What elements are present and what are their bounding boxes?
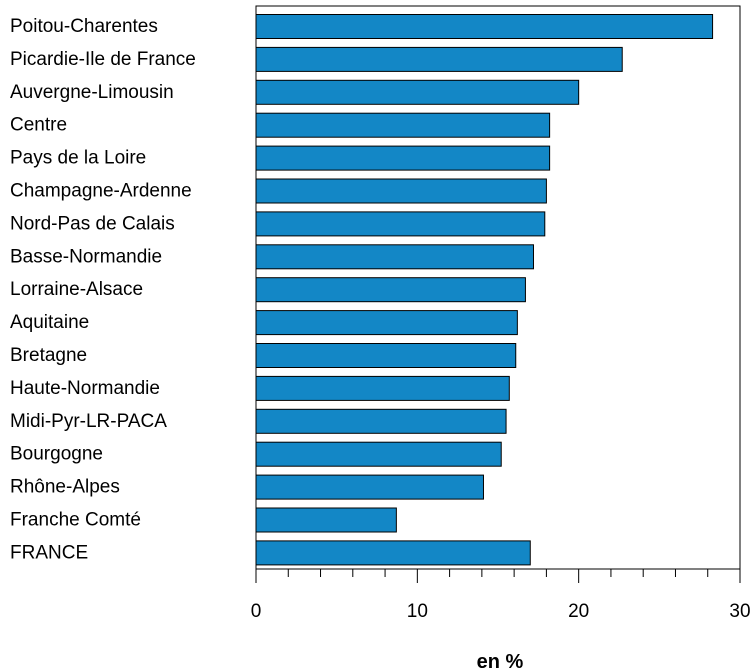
category-label-bourgogne: Bourgogne [10,444,103,465]
x-tick-label-20: 20 [568,601,589,622]
x-axis-title: en % [477,651,524,672]
bar-centre [255,112,551,138]
bar-picardie-ile-de-france [255,46,623,72]
x-axis-ticks-group [255,569,741,583]
x-axis-tick-labels-group: 0 10 20 30 [251,601,751,622]
category-label-france: FRANCE [10,542,88,563]
category-label-rhone-alpes: Rhône-Alpes [10,477,120,498]
category-label-nord-pas-de-calais: Nord-Pas de Calais [10,213,175,234]
x-tick-label-0: 0 [251,601,262,622]
bar-champagne-ardenne [255,178,547,204]
category-label-lorraine-alsace: Lorraine-Alsace [10,279,143,300]
category-label-midi-pyr-lr-paca: Midi-Pyr-LR-PACA [10,411,167,432]
category-label-aquitaine: Aquitaine [10,312,89,333]
category-label-champagne-ardenne: Champagne-Ardenne [10,181,192,202]
bar-nord-pas-de-calais [255,211,546,237]
category-label-centre: Centre [10,115,67,136]
bar-france [255,540,531,566]
bars-group [255,14,714,566]
category-label-haute-normandie: Haute-Normandie [10,378,160,399]
bar-basse-normandie [255,244,534,270]
category-label-pays-de-la-loire: Pays de la Loire [10,148,146,169]
bar-lorraine-alsace [255,277,526,303]
bar-franche-comte [255,507,397,533]
bar-midi-pyr-lr-paca [255,408,507,434]
category-labels-group: Poitou-Charentes Picardie-Ile de France Au… [10,16,196,563]
bar-bourgogne [255,441,502,467]
bar-aquitaine [255,310,518,336]
category-label-poitou-charentes: Poitou-Charentes [10,16,158,37]
x-tick-label-10: 10 [407,601,428,622]
bar-bretagne [255,343,517,368]
bar-poitou-charentes [255,14,714,39]
bar-haute-normandie [255,375,510,401]
category-label-auvergne-limousin: Auvergne-Limousin [10,82,174,103]
category-label-bretagne: Bretagne [10,345,87,366]
category-label-basse-normandie: Basse-Normandie [10,246,162,267]
x-tick-label-30: 30 [729,601,750,622]
bar-auvergne-limousin [255,79,580,105]
bar-rhone-alpes [255,474,484,500]
category-label-franche-comte: Franche Comté [10,510,141,531]
bar-pays-de-la-loire [255,145,551,171]
category-label-picardie-ile-de-france: Picardie-Ile de France [10,49,196,70]
